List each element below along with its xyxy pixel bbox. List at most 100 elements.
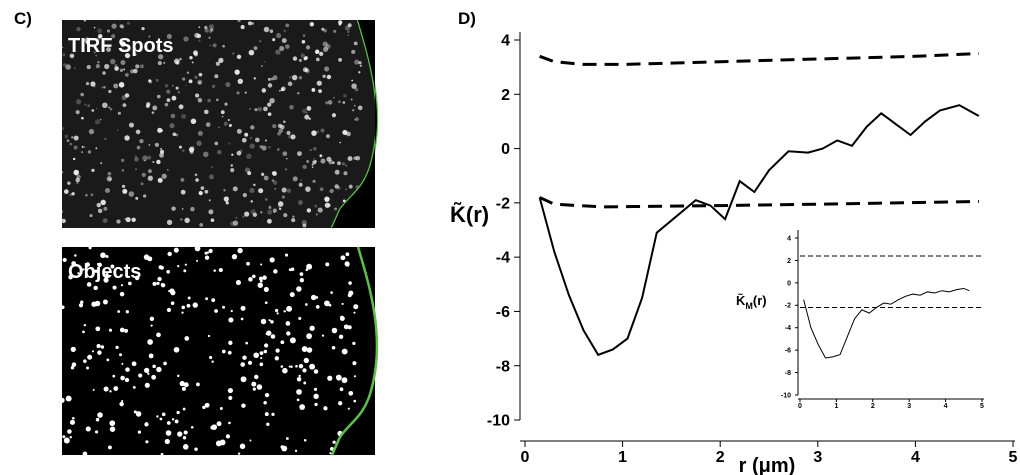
object xyxy=(115,345,119,349)
spot xyxy=(190,145,195,150)
spot xyxy=(304,114,310,120)
object xyxy=(219,407,223,410)
spot xyxy=(108,89,112,94)
spot xyxy=(215,98,219,102)
spot xyxy=(272,180,278,185)
spot xyxy=(230,168,235,173)
object xyxy=(352,361,357,366)
object xyxy=(306,263,313,270)
object xyxy=(204,402,210,408)
object xyxy=(275,348,280,353)
object xyxy=(121,362,124,365)
spot xyxy=(181,113,187,119)
series-line xyxy=(539,52,979,66)
spot xyxy=(253,77,256,80)
spot xyxy=(130,69,135,74)
object xyxy=(213,269,216,272)
object xyxy=(92,388,95,391)
object xyxy=(60,305,65,310)
object xyxy=(170,301,175,306)
spot xyxy=(140,182,144,186)
spot xyxy=(309,148,312,152)
object xyxy=(298,363,304,369)
object xyxy=(102,299,108,305)
spot xyxy=(249,187,255,194)
object xyxy=(257,282,263,288)
spot xyxy=(306,112,308,114)
object xyxy=(260,279,263,283)
spot xyxy=(180,189,186,195)
object xyxy=(134,275,140,281)
spot xyxy=(181,149,185,153)
object xyxy=(195,259,199,262)
object xyxy=(247,360,253,365)
spot xyxy=(114,66,119,71)
spot xyxy=(121,169,125,172)
object xyxy=(83,359,87,363)
object xyxy=(112,285,117,290)
panel-label: C) xyxy=(14,9,32,28)
object xyxy=(299,272,304,276)
spot xyxy=(199,222,204,227)
object xyxy=(256,384,263,390)
spot xyxy=(315,57,320,62)
object xyxy=(70,366,75,370)
object xyxy=(288,365,291,368)
object xyxy=(353,375,357,378)
object xyxy=(252,387,256,391)
y-label-sub: M xyxy=(745,301,753,311)
spot xyxy=(157,127,163,133)
spot xyxy=(286,188,292,194)
spot xyxy=(258,188,264,194)
spot xyxy=(198,81,202,85)
object xyxy=(305,268,309,272)
spot xyxy=(126,21,131,25)
spot xyxy=(204,25,208,30)
spot xyxy=(198,72,203,77)
spot xyxy=(311,130,317,136)
spot xyxy=(101,43,104,46)
spot xyxy=(300,178,303,182)
spot xyxy=(303,56,307,61)
object xyxy=(266,422,270,426)
spot xyxy=(193,50,198,56)
spot xyxy=(194,173,198,177)
spot xyxy=(61,218,66,224)
object xyxy=(227,387,234,394)
spot xyxy=(269,29,274,33)
spot xyxy=(185,84,187,87)
image-label: Objects xyxy=(68,261,141,283)
spot xyxy=(73,169,80,176)
spot xyxy=(250,200,253,203)
spot xyxy=(131,217,136,223)
spot xyxy=(302,34,306,37)
spot xyxy=(148,143,151,146)
object xyxy=(221,349,226,354)
spot xyxy=(261,88,267,93)
spot xyxy=(171,206,176,211)
spot xyxy=(279,89,281,92)
spot xyxy=(198,191,203,196)
object xyxy=(315,305,320,309)
spot xyxy=(354,87,359,92)
object xyxy=(156,332,161,338)
object xyxy=(119,401,124,407)
spot xyxy=(271,179,275,182)
object xyxy=(82,330,85,334)
spot xyxy=(99,118,102,121)
spot xyxy=(102,102,108,109)
object xyxy=(181,305,186,310)
spot xyxy=(260,211,263,214)
spot xyxy=(81,145,84,148)
spot xyxy=(135,64,140,69)
spot xyxy=(86,65,91,70)
spot xyxy=(156,159,161,165)
spot xyxy=(291,218,296,223)
spot xyxy=(182,77,186,81)
spot xyxy=(159,152,164,158)
spot xyxy=(83,146,86,148)
object xyxy=(151,374,157,380)
spot xyxy=(116,129,119,132)
y-tick-label: -2 xyxy=(785,303,791,310)
